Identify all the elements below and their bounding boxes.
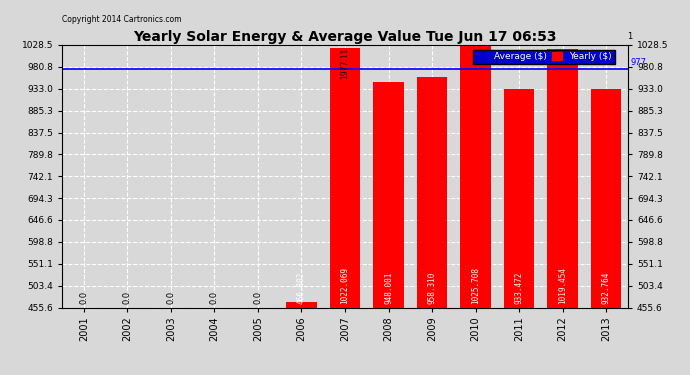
Text: 1022.069: 1022.069	[340, 267, 350, 304]
Text: Copyright 2014 Cartronics.com: Copyright 2014 Cartronics.com	[62, 15, 181, 24]
Text: 948.001: 948.001	[384, 272, 393, 304]
Text: 0.0: 0.0	[253, 291, 262, 304]
Legend: Average ($), Yearly ($): Average ($), Yearly ($)	[473, 50, 615, 64]
Text: 932.764: 932.764	[602, 272, 611, 304]
Text: 933.472: 933.472	[515, 272, 524, 304]
Bar	[286, 302, 317, 307]
Bar	[504, 88, 534, 308]
Text: 1025.708: 1025.708	[471, 267, 480, 304]
Text: 0.0: 0.0	[210, 291, 219, 304]
Text: 958.310: 958.310	[428, 272, 437, 304]
Text: 0.0: 0.0	[79, 291, 88, 304]
Bar	[460, 46, 491, 308]
Text: 1019.454: 1019.454	[558, 267, 567, 304]
Text: 0.0: 0.0	[123, 291, 132, 304]
Bar	[417, 77, 447, 308]
Bar	[373, 82, 404, 308]
Text: 1: 1	[627, 32, 633, 41]
Title: Yearly Solar Energy & Average Value Tue Jun 17 06:53: Yearly Solar Energy & Average Value Tue …	[133, 30, 557, 44]
Bar	[330, 48, 360, 308]
Text: 977: 977	[630, 58, 646, 67]
Text: 1977.11: 1977.11	[340, 47, 350, 78]
Bar	[547, 49, 578, 308]
Text: 0.0: 0.0	[166, 291, 175, 304]
Text: 466.802: 466.802	[297, 272, 306, 304]
Bar	[591, 89, 622, 308]
